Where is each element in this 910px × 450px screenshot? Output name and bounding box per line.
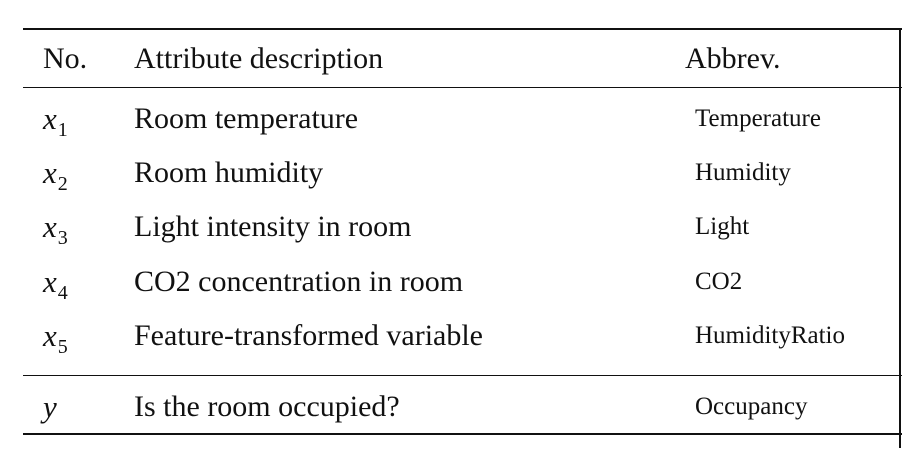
header-no: No. [43,42,88,75]
row-variable: x1 [43,94,68,148]
variable-subscript: 3 [57,227,68,249]
variable-subscript: 1 [57,119,68,141]
target-symbol: y [43,389,57,424]
row-variable: x5 [43,311,68,365]
row-description: Room humidity [134,156,324,189]
variable-symbol: x [43,101,57,136]
row-variable: x3 [43,202,68,256]
attribute-table: No. Attribute description Abbrev. x1 Roo… [23,28,902,448]
target-separator-rule [23,375,902,376]
table-row: x4 CO2 concentration in room CO2 [23,257,900,307]
row-abbrev: CO2 [695,268,743,295]
row-description: Feature-transformed variable [134,319,483,352]
table-header-row: No. Attribute description Abbrev. [23,34,900,84]
header-description: Attribute description [134,42,384,75]
variable-subscript: 2 [57,173,68,195]
variable-symbol: x [43,264,57,299]
row-abbrev: HumidityRatio [695,322,845,349]
row-description: Light intensity in room [134,210,412,243]
table-row: x3 Light intensity in room Light [23,202,900,252]
table-row: x5 Feature-transformed variable Humidity… [23,311,900,361]
row-description: Room temperature [134,102,359,135]
bottom-rule [23,433,902,435]
row-abbrev: Humidity [695,159,791,186]
target-abbrev: Occupancy [695,393,808,420]
row-variable: x2 [43,148,68,202]
row-abbrev: Light [695,213,750,240]
header-rule [23,87,902,88]
table-row-target: y Is the room occupied? Occupancy [23,382,900,432]
row-abbrev: Temperature [695,105,821,132]
top-rule [23,28,902,30]
table-row: x1 Room temperature Temperature [23,94,900,144]
variable-symbol: x [43,209,57,244]
variable-symbol: x [43,155,57,190]
variable-symbol: x [43,318,57,353]
row-description: CO2 concentration in room [134,265,464,298]
right-border-line [899,28,901,448]
row-variable: x4 [43,257,68,311]
variable-subscript: 5 [57,336,68,358]
target-description: Is the room occupied? [134,390,400,423]
header-abbrev: Abbrev. [685,42,781,75]
table-row: x2 Room humidity Humidity [23,148,900,198]
target-variable: y [43,382,57,433]
variable-subscript: 4 [57,282,68,304]
